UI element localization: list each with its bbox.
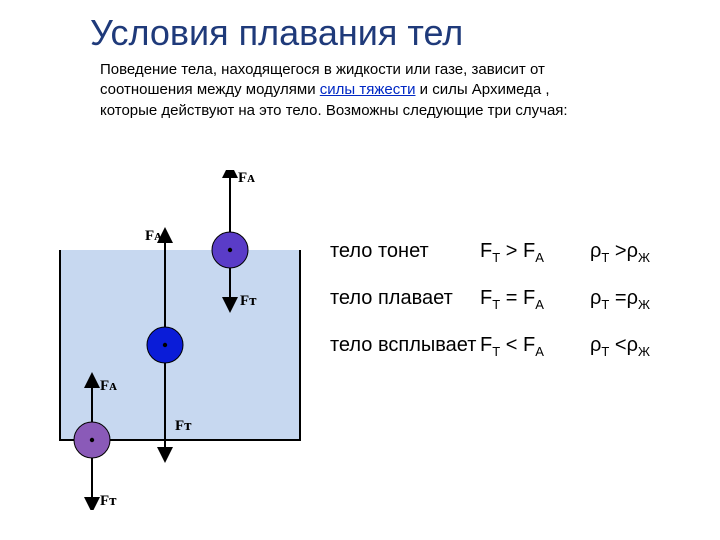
svg-text:Fᴀ: Fᴀ (100, 378, 117, 394)
cond-force: FT < FA (480, 334, 590, 359)
cond-label: тело плавает (330, 287, 480, 310)
svg-text:Fᴛ: Fᴛ (100, 493, 117, 509)
conditions-list: тело тонет FT > FA ρT >ρЖ тело плавает F… (330, 240, 710, 381)
condition-row: тело всплывает FT < FA ρT <ρЖ (330, 334, 710, 359)
condition-row: тело тонет FT > FA ρT >ρЖ (330, 240, 710, 265)
cond-density: ρT >ρЖ (590, 240, 690, 265)
svg-text:Fᴛ: Fᴛ (240, 293, 257, 309)
diagram-svg: Fᴀ Fᴛ Fᴀ Fᴛ Fᴀ Fᴛ (50, 170, 310, 510)
floating-diagram: Fᴀ Fᴛ Fᴀ Fᴛ Fᴀ Fᴛ (50, 170, 310, 510)
cond-label: тело всплывает (330, 334, 480, 357)
intro-text: Поведение тела, находящегося в жидкости … (100, 60, 600, 121)
svg-text:Fᴀ: Fᴀ (238, 170, 255, 186)
gravity-link[interactable]: силы тяжести (320, 81, 416, 98)
cond-force: FT > FA (480, 240, 590, 265)
svg-text:Fᴀ: Fᴀ (145, 228, 162, 244)
cond-label: тело тонет (330, 240, 480, 263)
cond-force: FT = FA (480, 287, 590, 312)
condition-row: тело плавает FT = FA ρT =ρЖ (330, 287, 710, 312)
cond-density: ρT =ρЖ (590, 287, 690, 312)
cond-density: ρT <ρЖ (590, 334, 690, 359)
svg-text:Fᴛ: Fᴛ (175, 418, 192, 434)
page-title: Условия плавания тел (90, 12, 463, 54)
